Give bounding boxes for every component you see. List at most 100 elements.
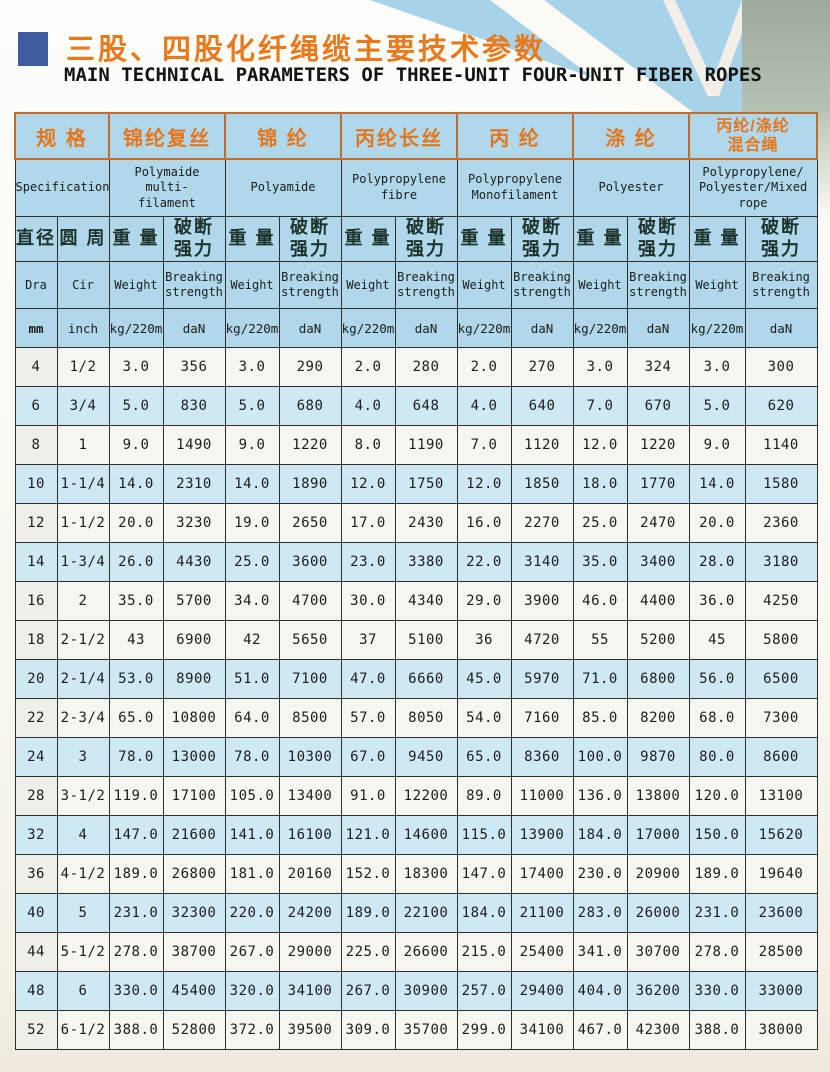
strength-cell: 21100 — [510, 893, 574, 933]
weight-unit: kg/220m — [108, 308, 164, 348]
diameter-unit: mm — [14, 308, 58, 348]
weight-cell: 16.0 — [456, 503, 512, 543]
weight-cell: 7.0 — [572, 386, 628, 426]
group-en-mixed-rope: Polypropylene/ Polyester/Mixed rope — [688, 158, 818, 217]
spec-table: 规 格 锦纶复丝 锦 纶 丙纶长丝 丙 纶 涤 纶 丙纶/涤纶 混合绳 Spec… — [14, 112, 819, 1050]
strength-cell: 4250 — [744, 581, 818, 621]
weight-cell: 17.0 — [340, 503, 396, 543]
table-row: 44 5-1/2 278.0 38700 267.0 29000 225.0 26600 215… — [14, 932, 818, 972]
table-row: 18 2-1/2 43 6900 42 5650 37 5100 36 4720 55 5200 45 5… — [14, 620, 818, 660]
weight-cell: 68.0 — [688, 698, 746, 738]
weight-cell: 55 — [572, 620, 628, 660]
weight-cell: 53.0 — [108, 659, 164, 699]
weight-cell: 2.0 — [456, 347, 512, 387]
weight-cell: 184.0 — [572, 815, 628, 855]
weight-cell: 22.0 — [456, 542, 512, 582]
weight-cell: 330.0 — [688, 971, 746, 1011]
weight-cell: 20.0 — [688, 503, 746, 543]
table-row: 48 6 330.0 45400 320.0 34100 267.0 30900 257.0 29… — [14, 971, 818, 1011]
strength-cell: 35700 — [394, 1010, 458, 1050]
strength-cell: 26800 — [162, 854, 226, 894]
strength-cell: 8050 — [394, 698, 458, 738]
weight-header-zh: 重 量 — [572, 216, 628, 262]
strength-cell: 8500 — [278, 698, 342, 738]
unit-row: mm inch kg/220m daN kg/220m daN kg/220m … — [14, 308, 818, 348]
weight-cell: 267.0 — [224, 932, 280, 972]
weight-cell: 3.0 — [224, 347, 280, 387]
table-row: 4 1/2 3.0 356 3.0 290 2.0 280 2.0 270 3.0 324 3.0 300 — [14, 347, 818, 387]
circumference-cell: 3 — [56, 737, 110, 777]
strength-cell: 29000 — [278, 932, 342, 972]
strength-cell: 1490 — [162, 425, 226, 465]
weight-cell: 34.0 — [224, 581, 280, 621]
strength-unit: daN — [510, 308, 574, 348]
weight-cell: 14.0 — [224, 464, 280, 504]
strength-cell: 7300 — [744, 698, 818, 738]
group-header-mixed-rope: 丙纶/涤纶 混合绳 — [687, 112, 819, 160]
weight-cell: 37 — [340, 620, 396, 660]
strength-header-en: Breaking strength — [162, 261, 226, 309]
strength-cell: 8900 — [162, 659, 226, 699]
strength-cell: 36200 — [626, 971, 690, 1011]
diameter-cell: 24 — [14, 737, 58, 777]
strength-header-en: Breaking strength — [626, 261, 690, 309]
weight-cell: 225.0 — [340, 932, 396, 972]
strength-cell: 830 — [162, 386, 226, 426]
strength-cell: 17100 — [162, 776, 226, 816]
weight-cell: 147.0 — [108, 815, 164, 855]
strength-header-zh: 破断 强力 — [626, 216, 690, 262]
circumference-cell: 1-1/2 — [56, 503, 110, 543]
diameter-cell: 22 — [14, 698, 58, 738]
weight-cell: 35.0 — [572, 542, 628, 582]
weight-cell: 5.0 — [688, 386, 746, 426]
strength-header-en: Breaking strength — [278, 261, 342, 309]
weight-cell: 9.0 — [688, 425, 746, 465]
strength-cell: 19640 — [744, 854, 818, 894]
strength-cell: 620 — [744, 386, 818, 426]
circumference-cell: 2-1/4 — [56, 659, 110, 699]
weight-cell: 89.0 — [456, 776, 512, 816]
circumference-cell: 6 — [56, 971, 110, 1011]
strength-cell: 3600 — [278, 542, 342, 582]
subheader-en-row: Dra Cir Weight Breaking strength Weight … — [14, 261, 818, 309]
strength-cell: 3900 — [510, 581, 574, 621]
weight-cell: 121.0 — [340, 815, 396, 855]
circumference-cell: 1-1/4 — [56, 464, 110, 504]
weight-cell: 119.0 — [108, 776, 164, 816]
table-row: 24 3 78.0 13000 78.0 10300 67.0 9450 65.0 8360 100… — [14, 737, 818, 777]
strength-cell: 23600 — [744, 893, 818, 933]
strength-cell: 20900 — [626, 854, 690, 894]
strength-cell: 8600 — [744, 737, 818, 777]
strength-cell: 5970 — [510, 659, 574, 699]
strength-cell: 11000 — [510, 776, 574, 816]
diameter-cell: 32 — [14, 815, 58, 855]
weight-cell: 57.0 — [340, 698, 396, 738]
weight-cell: 23.0 — [340, 542, 396, 582]
weight-header-en: Weight — [456, 261, 512, 309]
weight-cell: 12.0 — [456, 464, 512, 504]
weight-cell: 25.0 — [224, 542, 280, 582]
strength-cell: 24200 — [278, 893, 342, 933]
strength-header-en: Breaking strength — [744, 261, 818, 309]
strength-cell: 9870 — [626, 737, 690, 777]
weight-cell: 12.0 — [340, 464, 396, 504]
group-en-polypropylene-fibre: Polypropylene fibre — [340, 158, 458, 217]
circumference-cell: 5-1/2 — [56, 932, 110, 972]
group-en-polypropylene-monofilament: Polypropylene Monofilament — [456, 158, 574, 217]
strength-cell: 680 — [278, 386, 342, 426]
table-row: 20 2-1/4 53.0 8900 51.0 7100 47.0 6660 45.0 5970 7… — [14, 659, 818, 699]
weight-cell: 189.0 — [108, 854, 164, 894]
weight-cell: 42 — [224, 620, 280, 660]
weight-cell: 56.0 — [688, 659, 746, 699]
weight-unit: kg/220m — [224, 308, 280, 348]
weight-header-zh: 重 量 — [224, 216, 280, 262]
strength-header-zh: 破断 强力 — [744, 216, 818, 262]
diameter-cell: 4 — [14, 347, 58, 387]
strength-cell: 1850 — [510, 464, 574, 504]
strength-cell: 3230 — [162, 503, 226, 543]
weight-cell: 299.0 — [456, 1010, 512, 1050]
circumference-cell: 1/2 — [56, 347, 110, 387]
weight-cell: 278.0 — [108, 932, 164, 972]
weight-unit: kg/220m — [688, 308, 746, 348]
diameter-cell: 40 — [14, 893, 58, 933]
